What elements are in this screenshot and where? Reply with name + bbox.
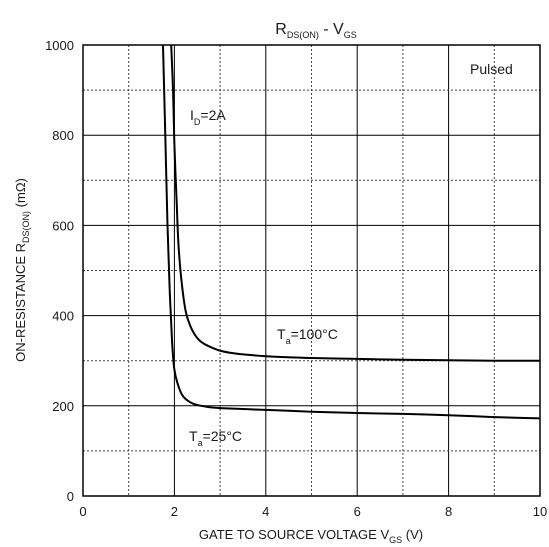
chart-title: RDS(ON) - VGS [275, 21, 356, 40]
y-tick-label: 600 [52, 218, 74, 233]
grid [83, 45, 540, 496]
x-axis-label: GATE TO SOURCE VOLTAGE VGS (V) [199, 527, 423, 545]
series-line [162, 44, 541, 420]
y-tick-label: 200 [52, 399, 74, 414]
series-layer [162, 44, 541, 420]
x-tick-label: 0 [79, 504, 86, 519]
t25-annotation: Ta=25°C [189, 428, 242, 448]
y-tick-label: 400 [52, 309, 74, 324]
x-tick-label: 10 [533, 504, 547, 519]
y-tick-label: 1000 [45, 38, 74, 53]
plot-frame [82, 44, 541, 497]
x-tick-label: 4 [262, 504, 269, 519]
id-annotation: ID=2A [190, 107, 226, 127]
tick-labels: 0 2 4 6 8 10 0 200 400 600 800 1000 [45, 38, 547, 519]
x-tick-label: 2 [171, 504, 178, 519]
y-tick-label: 0 [67, 489, 74, 504]
series-line [170, 44, 541, 362]
t100-annotation: Ta=100°C [277, 326, 338, 346]
x-tick-label: 8 [445, 504, 452, 519]
pulsed-annotation: Pulsed [470, 61, 513, 77]
y-tick-label: 800 [52, 128, 74, 143]
x-tick-label: 6 [354, 504, 361, 519]
y-axis-label: ON-RESISTANCE RDS(ON) (mΩ) [13, 178, 31, 362]
